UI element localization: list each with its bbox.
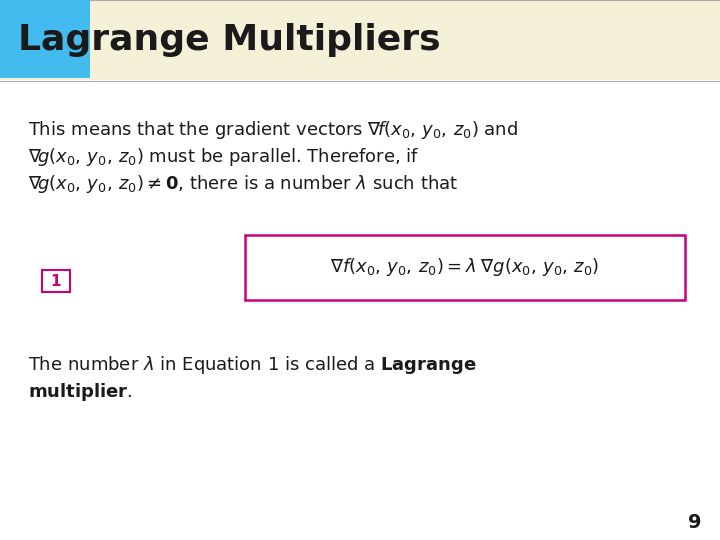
Text: $\mathbf{multiplier}$.: $\mathbf{multiplier}$. bbox=[28, 381, 132, 403]
Text: $\nabla\!g(x_0,\, y_0,\, z_0)$ must be parallel. Therefore, if: $\nabla\!g(x_0,\, y_0,\, z_0)$ must be p… bbox=[28, 146, 420, 168]
Text: $\nabla\!g(x_0,\, y_0,\, z_0) \neq \mathbf{0}$, there is a number $\lambda$ such: $\nabla\!g(x_0,\, y_0,\, z_0) \neq \math… bbox=[28, 173, 458, 195]
Bar bbox=[0, 0, 90, 78]
Bar bbox=[245, 235, 685, 300]
Bar bbox=[42, 270, 70, 292]
Text: The number $\lambda$ in Equation 1 is called a $\mathbf{Lagrange}$: The number $\lambda$ in Equation 1 is ca… bbox=[28, 354, 477, 376]
Text: This means that the gradient vectors $\nabla\!f(x_0,\, y_0,\, z_0)$ and: This means that the gradient vectors $\n… bbox=[28, 119, 518, 141]
Text: 9: 9 bbox=[688, 512, 702, 531]
Text: Lagrange Multipliers: Lagrange Multipliers bbox=[18, 23, 441, 57]
Text: $\nabla f(x_0,\, y_0,\, z_0) = \lambda\; \nabla g(x_0,\, y_0,\, z_0)$: $\nabla f(x_0,\, y_0,\, z_0) = \lambda\;… bbox=[330, 256, 600, 279]
Bar bbox=[0, 0, 720, 80]
Text: 1: 1 bbox=[50, 273, 61, 288]
